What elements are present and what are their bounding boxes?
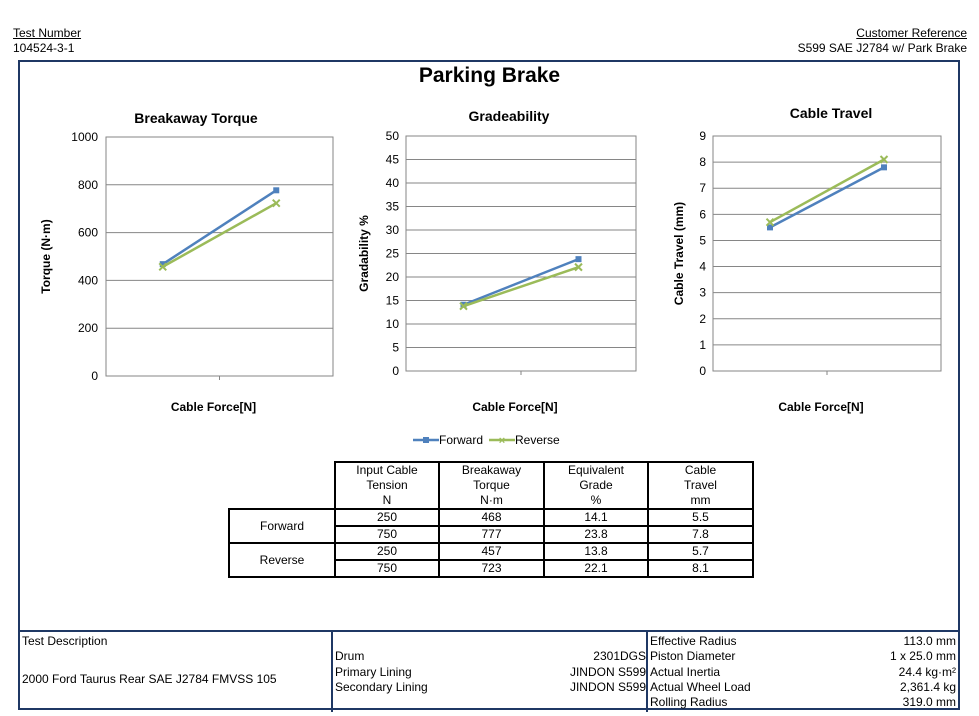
spec-value: 2,361.4 kg (899, 680, 956, 694)
forward-marker-icon (413, 437, 439, 443)
header-breakaway-torque: Breakaway Torque N·m (438, 461, 545, 510)
results-table: Input Cable Tension N Breakaway Torque N·m E… (228, 461, 754, 578)
spec-value: 113.0 mm (903, 634, 956, 648)
test-description-block: Test Description 2000 Ford Taurus Rear S… (18, 632, 331, 712)
table-row: Forward 250 468 14.1 5.5 (228, 508, 754, 544)
drum-label: Drum (335, 649, 365, 663)
customer-reference: S599 SAE J2784 w/ Park Brake (797, 41, 967, 55)
header-input-cable-tension: Input Cable Tension N (334, 461, 440, 510)
plot-area (105, 136, 334, 377)
spec-label: Piston Diameter (650, 649, 736, 663)
specs-block: Effective Radius 113.0 mm Piston Diamete… (646, 632, 960, 712)
y-tick-label: 800 (78, 178, 98, 192)
y-tick-label: 400 (78, 273, 98, 287)
spec-label: Actual Inertia (650, 665, 721, 679)
chart-legend: Forward × Reverse (413, 433, 560, 447)
y-tick-label: 0 (91, 369, 98, 383)
page-title: Parking Brake (418, 64, 561, 87)
y-axis-label: Torque (N·m) (39, 219, 53, 293)
y-tick-label: 1000 (71, 130, 98, 144)
reverse-marker-icon: × (489, 435, 516, 445)
x-axis-label: Cable Force[N] (171, 400, 256, 414)
data-point-forward (159, 261, 166, 268)
primary-lining-label: Primary Lining (335, 665, 412, 679)
spec-value: 24.4 kg·m² (898, 665, 956, 679)
table-row: 750 723 22.1 8.1 (229, 559, 754, 578)
primary-lining-value: JINDON S599 (569, 665, 646, 679)
chart-title: Breakaway Torque (134, 110, 258, 126)
spec-value: 1 x 25.0 mm (889, 649, 956, 663)
series-line-forward (162, 189, 277, 266)
legend-reverse: × Reverse (489, 433, 560, 447)
test-number: 104524-3-1 (13, 41, 75, 55)
svg-text:×: × (499, 435, 505, 445)
footer-info: Test Description 2000 Ford Taurus Rear S… (18, 630, 960, 712)
legend-reverse-label: Reverse (515, 433, 560, 447)
drum-value: 2301DGS (593, 649, 646, 663)
breakaway-torque-chart: 0 200 400 600 800 1000 Breakaway Torque Cable F… (39, 110, 334, 414)
secondary-lining-value: JINDON S599 (569, 680, 646, 694)
y-tick-label: 200 (78, 321, 98, 335)
series-line-reverse (162, 202, 277, 268)
data-point-forward (273, 187, 280, 194)
report-frame (18, 60, 960, 710)
spec-label: Actual Wheel Load (650, 680, 751, 694)
lining-block: Drum 2301DGS Primary Lining JINDON S599 … (331, 632, 648, 712)
data-point-reverse (158, 262, 167, 271)
spec-value: 319.0 mm (902, 695, 956, 709)
test-description-label: Test Description (22, 634, 108, 648)
test-number-label: Test Number (13, 26, 82, 40)
group-label-reverse: Reverse (228, 542, 336, 578)
header-cable-travel: Cable Travel mm (647, 461, 754, 510)
spec-label: Rolling Radius (650, 695, 728, 709)
header-equivalent-grade: Equivalent Grade% (543, 461, 649, 510)
test-description: 2000 Ford Taurus Rear SAE J2784 FMVSS 10… (22, 672, 277, 686)
legend-forward-label: Forward (439, 433, 484, 447)
customer-reference-label: Customer Reference (856, 26, 967, 40)
group-label-forward: Forward (228, 508, 336, 544)
table-row: Reverse 250 457 13.8 5.7 (228, 542, 754, 578)
table-row: 750 777 23.8 7.8 (229, 525, 754, 544)
data-point-reverse (272, 198, 281, 208)
legend-forward: Forward (413, 433, 483, 447)
y-tick-label: 600 (78, 226, 98, 240)
spec-label: Effective Radius (650, 634, 737, 648)
secondary-lining-label: Secondary Lining (335, 680, 428, 694)
